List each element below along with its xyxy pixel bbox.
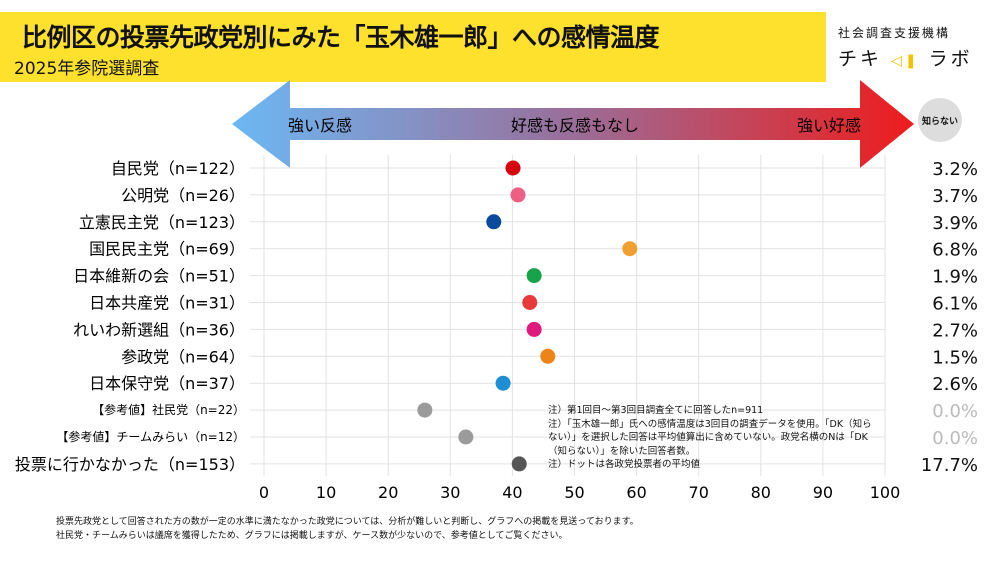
data-point [526,321,542,337]
x-tick-label: 10 [316,483,336,502]
data-point [540,348,556,364]
scale-center-label: 好感も反感もなし [511,116,639,135]
data-point [511,456,527,472]
x-tick-label: 20 [378,483,398,502]
category-label: 【参考値】チームみらい（n=12） [56,429,245,444]
dk-percent: 2.7% [932,320,978,341]
data-point [622,241,638,257]
category-label: 投票に行かなかった（n=153） [15,455,245,474]
footnote-2: 社民党・チームみらいは議席を獲得したため、グラフには掲載しますが、ケース数が少な… [56,531,568,541]
category-label: 【参考値】社民党（n=22） [92,402,245,417]
dk-percent: 2.6% [932,374,978,395]
note-3: 注）ドットは各政党投票者の平均値 [548,459,701,470]
dk-percent: 1.9% [932,267,978,288]
dk-percent: 0.0% [932,401,978,422]
x-tick-label: 100 [870,483,901,502]
data-point [486,214,502,230]
note-2: 注）「玉木雄一郎」氏への感情温度は3回目の調査データを使用。「DK（知らない）」… [548,418,872,457]
data-point [495,375,511,391]
scale-right-label: 強い好感 [797,116,861,135]
x-tick-label: 40 [502,483,522,502]
dk-percent: 17.7% [921,455,978,476]
category-label: 公明党（n=26） [121,186,245,205]
chart-subtitle: 2025年参院選調査 [14,59,160,79]
x-tick-label: 60 [626,483,646,502]
dk-percent: 0.0% [932,428,978,449]
x-tick-label: 30 [440,483,460,502]
category-label: れいわ新選組（n=36） [73,320,245,339]
footnotes: 投票先政党として回答された方の数が一定の水準に満たなかった政党については、分析が… [56,515,639,543]
category-label: 日本保守党（n=37） [89,374,245,393]
dk-percent: 6.1% [932,294,978,315]
data-point [526,268,542,284]
x-tick-label: 80 [751,483,771,502]
x-tick-label: 50 [564,483,584,502]
dk-header: 知らない [918,98,962,142]
category-label: 日本共産党（n=31） [89,294,245,313]
sentiment-arrow [232,80,914,168]
category-label: 立憲民主党（n=123） [79,213,245,232]
brand-mark-icon: ◁❚ [891,53,920,69]
brand-left: チキ [838,48,883,70]
brand-right: ラボ [928,48,973,70]
data-point [510,187,526,203]
dk-percent: 1.5% [932,347,978,368]
brand-logo: チキ ◁❚ ラボ [838,44,973,71]
chart-title: 比例区の投票先政党別にみた「玉木雄一郎」への感情温度 [22,23,660,52]
x-tick-label: 90 [813,483,833,502]
x-tick-label: 0 [259,483,269,502]
data-point [505,160,521,176]
dk-percent: 6.8% [932,240,978,261]
category-label: 参政党（n=64） [121,347,245,366]
title-banner [0,12,826,82]
footnote-1: 投票先政党として回答された方の数が一定の水準に満たなかった政党については、分析が… [56,517,639,527]
data-point [522,295,538,310]
category-label: 自民党（n=122） [111,159,245,178]
x-tick-label: 70 [689,483,709,502]
notes: 注）第1回目～第3回目調査全てに回答したn=911 注）「玉木雄一郎」氏への感情… [548,404,878,472]
dk-percent: 3.9% [932,213,978,234]
category-label: 日本維新の会（n=51） [73,267,245,286]
category-label: 国民民主党（n=69） [89,240,245,259]
org-name: 社会調査支援機構 [838,26,951,40]
data-point [417,402,433,418]
scale-left-label: 強い反感 [288,116,352,135]
dk-percent: 3.7% [932,186,978,207]
dk-percent: 3.2% [932,159,978,180]
data-point [458,429,474,445]
note-1: 注）第1回目～第3回目調査全てに回答したn=911 [548,405,764,416]
